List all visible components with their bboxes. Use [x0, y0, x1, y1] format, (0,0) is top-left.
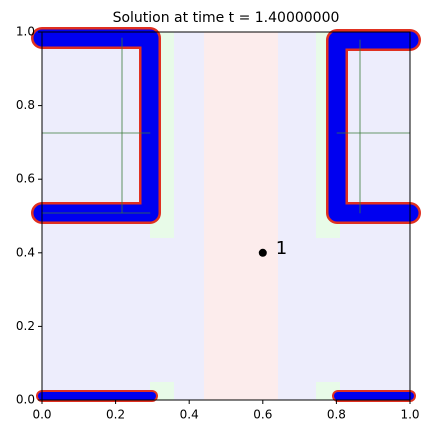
x-tick-label: 1.0: [400, 408, 419, 422]
x-tick-label: 0.0: [32, 408, 51, 422]
point-label: 1: [276, 238, 287, 259]
y-tick-label: 0.8: [16, 98, 35, 112]
x-tick-label: 0.6: [253, 408, 272, 422]
y-tick-label: 0.0: [16, 393, 35, 407]
y-tick-label: 0.2: [16, 319, 35, 333]
point: [258, 248, 267, 257]
y-tick-label: 0.6: [16, 172, 35, 186]
x-tick-label: 0.4: [180, 408, 199, 422]
y-tick-label: 1.0: [16, 25, 35, 39]
x-tick-label: 0.8: [327, 408, 346, 422]
x-tick-label: 0.2: [106, 408, 125, 422]
chart-title: Solution at time t = 1.40000000: [113, 10, 340, 26]
fronts: [31, 27, 421, 402]
y-tick-label: 0.4: [16, 245, 35, 259]
axes-frame: [41, 31, 411, 401]
